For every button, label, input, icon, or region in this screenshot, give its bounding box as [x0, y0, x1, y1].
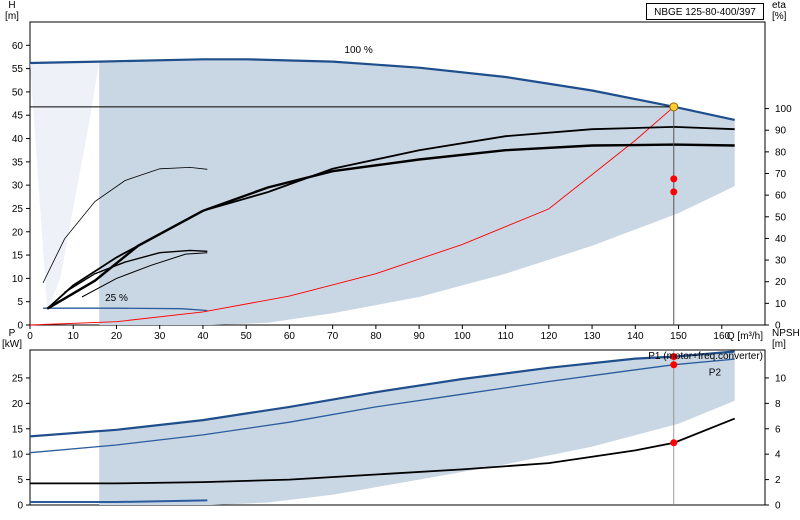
operating-area-2	[30, 351, 735, 505]
p-25-line	[30, 499, 208, 503]
y-axis-label-left: [m]	[5, 11, 19, 22]
y-tick-label-left: 45	[12, 111, 24, 122]
npsh-marker	[670, 439, 678, 447]
y-tick-label-right: 40	[775, 234, 787, 245]
y-axis-label-left: H	[8, 0, 15, 11]
x-tick-label: 80	[370, 331, 382, 342]
y-tick-label-right: 8	[775, 399, 781, 410]
y-tick-label-left: 10	[12, 450, 24, 461]
p2-line	[29, 358, 735, 454]
x-tick-label: 140	[627, 331, 644, 342]
y-tick-label-left: 50	[12, 87, 24, 98]
y-tick-label-left: 30	[12, 181, 24, 192]
curve-label-25: 25 %	[105, 293, 128, 304]
y-tick-label-left: 25	[12, 204, 24, 215]
x-axis-label: Q [m³/h]	[727, 331, 763, 342]
x-tick-label: 100	[454, 331, 471, 342]
x-tick-label: 120	[540, 331, 557, 342]
system-curve-line	[29, 106, 675, 326]
p2-marker	[670, 361, 678, 369]
head-25-line	[43, 307, 208, 312]
y-tick-label-right: 90	[775, 126, 787, 137]
series-label-p2: P2	[709, 367, 722, 378]
y-tick-label-right: 0	[775, 321, 781, 332]
y-axis-label-left: [kW]	[2, 339, 22, 350]
y-tick-label-left: 40	[12, 134, 24, 145]
y-tick-label-right: 20	[775, 277, 787, 288]
y-tick-label-right: 6	[775, 424, 781, 435]
y-tick-label-left: 35	[12, 157, 24, 168]
x-tick-label: 20	[111, 331, 123, 342]
y-tick-label-right: 10	[775, 373, 787, 384]
y-tick-label-right: 2	[775, 475, 781, 486]
y-tick-label-right: 60	[775, 191, 787, 202]
y-tick-label-left: 0	[17, 501, 23, 512]
y-tick-label-left: 55	[12, 64, 24, 75]
x-tick-label: 160	[713, 331, 730, 342]
y-tick-label-left: 10	[12, 274, 24, 285]
plot-panel-2	[26, 349, 769, 506]
y-tick-label-right: 10	[775, 299, 787, 310]
eta-2-line	[46, 143, 735, 310]
x-tick-label: 90	[414, 331, 426, 342]
y-tick-label-right: 70	[775, 169, 787, 180]
y-tick-label-right: 50	[775, 212, 787, 223]
plot-panel-1	[26, 21, 769, 329]
eta-1-marker	[670, 175, 678, 183]
eta-small-a-line	[42, 166, 208, 284]
eta-small-c-line	[81, 252, 208, 298]
y-tick-label-right: 0	[775, 501, 781, 512]
operating-area-light-1	[30, 61, 100, 325]
y-tick-label-left: 15	[12, 424, 24, 435]
y-axis-label-right: [%]	[772, 11, 787, 22]
y-tick-label-left: 20	[12, 227, 24, 238]
y-tick-label-left: 5	[17, 297, 23, 308]
curve-label-100: 100 %	[344, 45, 372, 56]
eta-2-marker	[670, 188, 678, 196]
head-100-line	[29, 58, 735, 121]
p1-marker	[670, 353, 678, 361]
x-tick-label: 30	[154, 331, 166, 342]
y-tick-label-right: 80	[775, 147, 787, 158]
y-axis-label-right: eta	[772, 0, 786, 11]
y-tick-label-right: 100	[775, 104, 792, 115]
y-tick-label-left: 20	[12, 399, 24, 410]
y-tick-label-left: 0	[17, 321, 23, 332]
y-axis-label-right: [m]	[772, 339, 786, 350]
y-tick-label-left: 60	[12, 41, 24, 52]
x-tick-label: 70	[327, 331, 339, 342]
y-axis-label-left: P	[9, 328, 16, 339]
operating-area-1	[30, 59, 735, 326]
y-axis-label-right: NPSH	[772, 328, 800, 339]
pump-model-label: NBGE 125-80-400/397	[646, 3, 764, 20]
x-tick-label: 50	[241, 331, 253, 342]
npsh-line	[30, 417, 736, 485]
y-tick-label-left: 25	[12, 373, 24, 384]
x-tick-label: 150	[670, 331, 687, 342]
x-tick-label: 110	[498, 331, 514, 342]
x-tick-label: 10	[68, 331, 80, 342]
x-tick-label: 130	[584, 331, 601, 342]
y-tick-label-right: 30	[775, 256, 787, 267]
p1-line	[29, 350, 735, 438]
x-tick-label: 60	[284, 331, 296, 342]
y-tick-label-left: 15	[12, 251, 24, 262]
y-tick-label-right: 4	[775, 450, 781, 461]
x-tick-label: 40	[197, 331, 209, 342]
y-tick-label-left: 5	[17, 475, 23, 486]
duty-point-marker	[669, 102, 679, 112]
series-label-p1: P1 (motor+freq.converter)	[648, 351, 763, 362]
eta-small-b-line	[64, 249, 208, 293]
x-tick-label: 0	[27, 331, 33, 342]
